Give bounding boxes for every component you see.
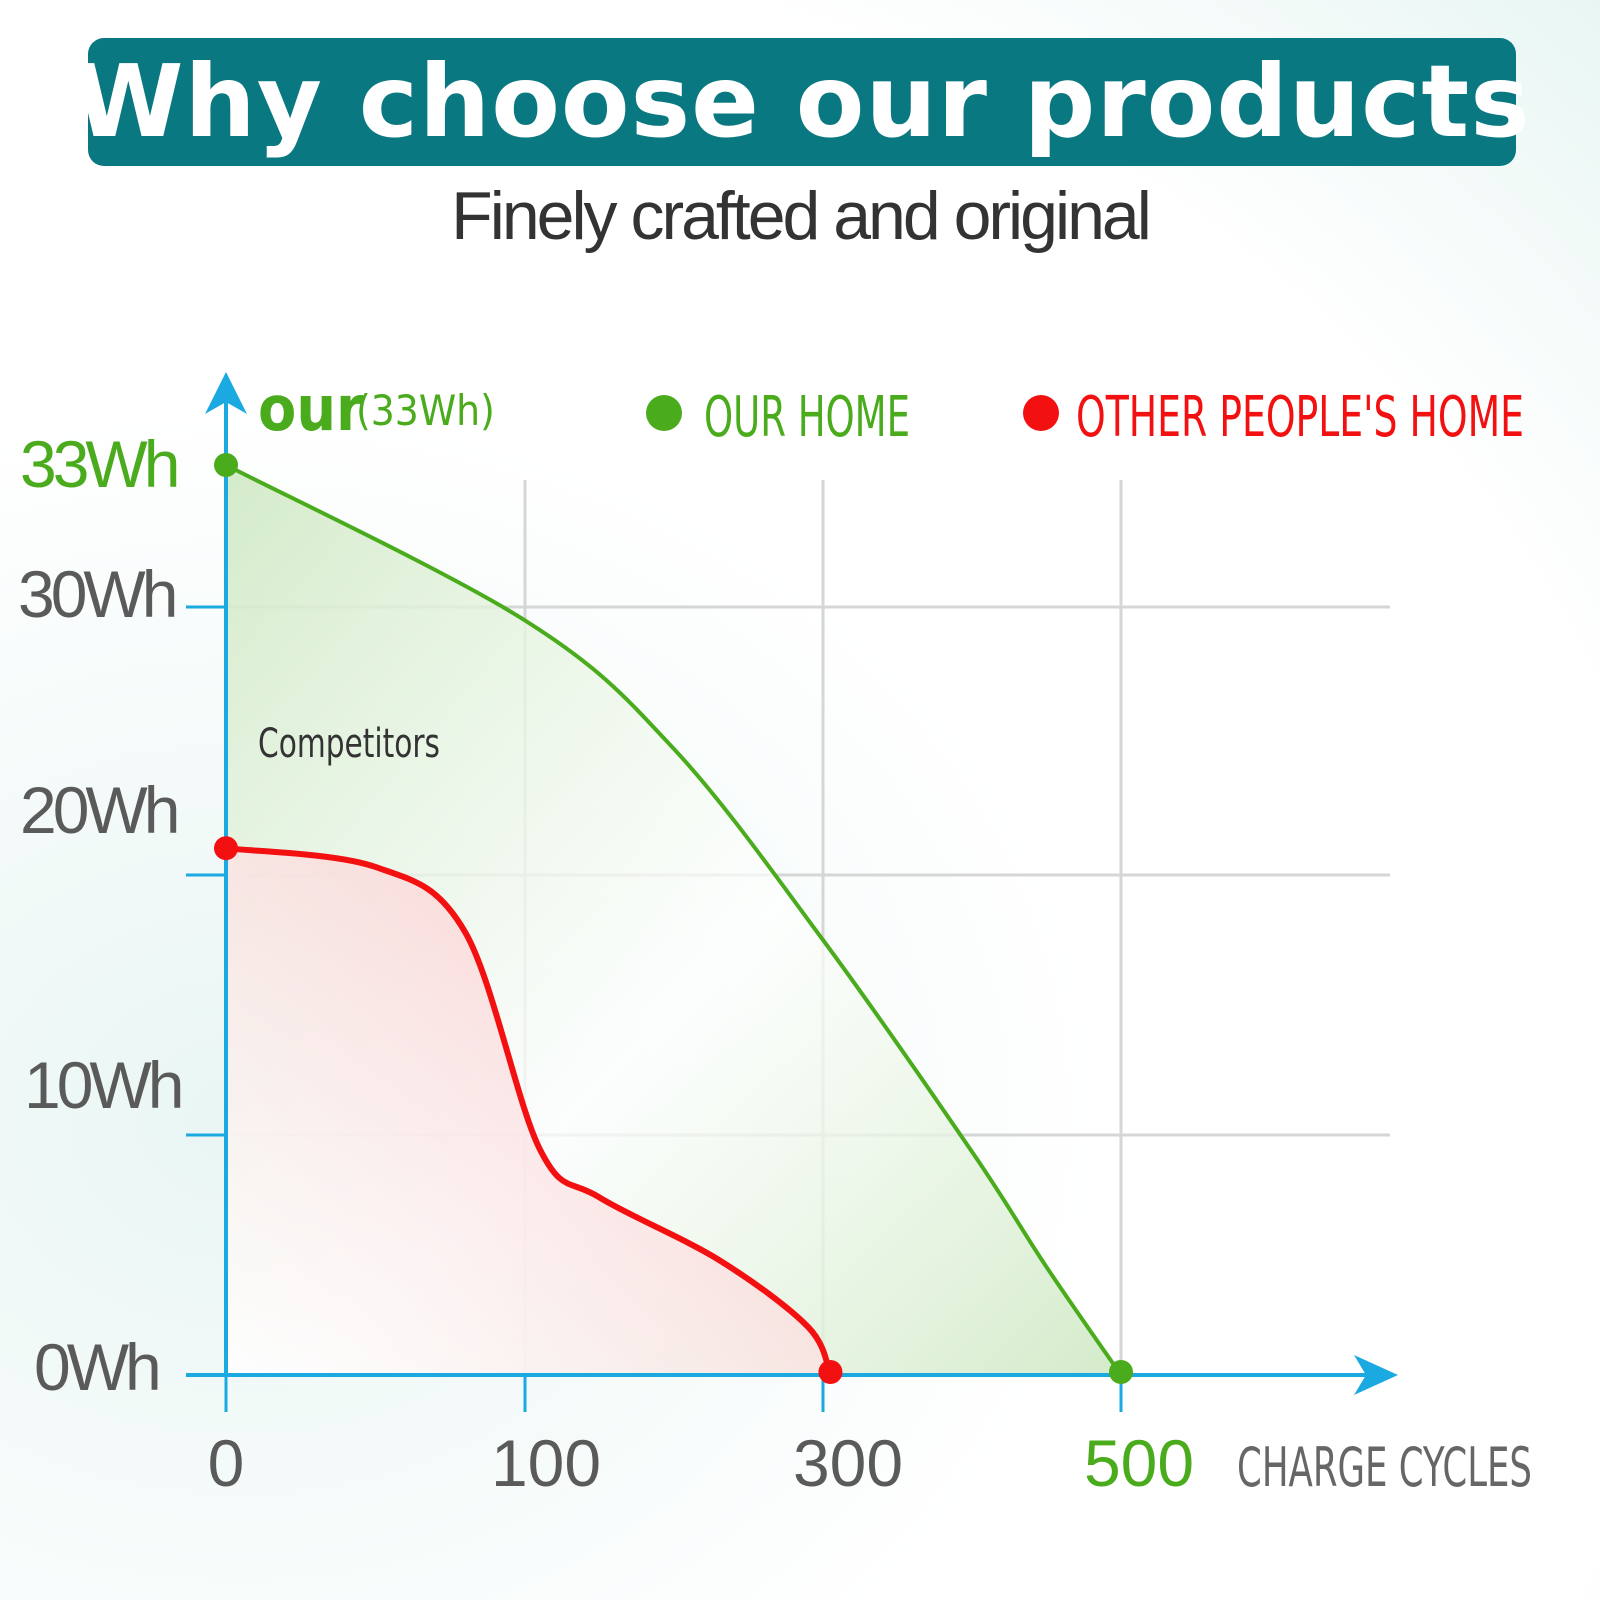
legend-label-other-home: OTHER PEOPLE'S HOME [1076, 385, 1524, 450]
series-annotation-competitors: Competitors [258, 721, 440, 767]
x-tick-label: 0 [208, 1426, 245, 1500]
point-our-home-end [1109, 1360, 1133, 1384]
title-banner: Why choose our products [73, 38, 1530, 166]
series-areas [226, 465, 1121, 1375]
axis-annotation-sub: (33Wh) [356, 386, 495, 435]
y-tick-label: 20Wh [20, 773, 177, 847]
y-tick-label: 10Wh [24, 1048, 181, 1122]
legend-dot-other-home [1023, 395, 1059, 431]
legend-dot-our-home [646, 395, 682, 431]
line-our-home [225, 463, 1123, 1377]
y-axis-arrow [205, 372, 247, 414]
x-tick-label: 100 [491, 1426, 601, 1500]
page-title: Why choose our products [73, 43, 1531, 160]
x-tick-labels: 0 100 300 500 [208, 1426, 1194, 1500]
line-other-home [225, 845, 834, 1377]
x-axis-label: CHARGE CYCLES [1237, 1436, 1532, 1499]
series-lines [214, 453, 1133, 1384]
y-tick-label: 33Wh [20, 427, 177, 501]
x-tick-label: 500 [1084, 1426, 1194, 1500]
axes [186, 372, 1398, 1395]
point-our-home-start [214, 453, 238, 477]
x-axis-arrow [1354, 1355, 1398, 1395]
y-tick-labels: 33Wh 30Wh 20Wh 10Wh 0Wh [18, 427, 185, 1404]
point-other-home-start [214, 836, 238, 861]
legend-label-our-home: OUR HOME [704, 385, 910, 450]
x-tick-label: 300 [793, 1426, 903, 1500]
axis-annotation-main: our [258, 372, 364, 445]
area-other-home [226, 848, 831, 1375]
y-tick-label: 0Wh [34, 1330, 158, 1404]
y-tick-label: 30Wh [18, 557, 175, 631]
page-subtitle: Finely crafted and original [451, 178, 1152, 254]
point-other-home-end [818, 1360, 843, 1384]
